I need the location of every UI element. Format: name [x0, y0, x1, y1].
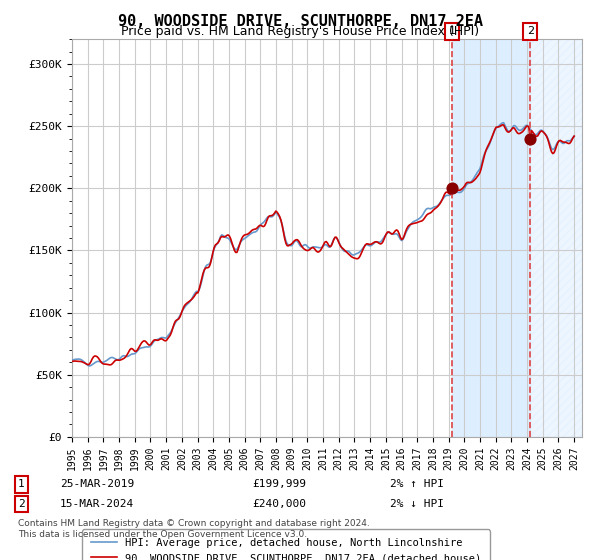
Text: 2% ↑ HPI: 2% ↑ HPI: [390, 479, 444, 489]
HPI: Average price, detached house, North Lincolnshire: (2e+03, 5.7e+04): Average price, detached house, North Lin…: [86, 362, 93, 369]
90, WOODSIDE DRIVE, SCUNTHORPE, DN17 2EA (detached house): [233, 249, 241, 256]
Text: 2: 2: [18, 499, 25, 509]
Bar: [452, 39, 530, 437]
HPI: Average price, detached house, North Lincolnshire: (2e+03, 6.68e+04): Average price, detached house, North Lin…: [130, 351, 137, 357]
Bar: [530, 39, 582, 437]
Text: 90, WOODSIDE DRIVE, SCUNTHORPE, DN17 2EA: 90, WOODSIDE DRIVE, SCUNTHORPE, DN17 2EA: [118, 14, 482, 29]
Legend: HPI: Average price, detached house, North Lincolnshire, 90, WOODSIDE DRIVE, SCUN: HPI: Average price, detached house, Nort…: [82, 530, 490, 560]
90, WOODSIDE DRIVE, SCUNTHORPE, DN17 2EA (detached house): [68, 358, 76, 365]
Point: [448, 184, 457, 193]
HPI: Average price, detached house, North Lincolnshire: (2.02e+03, 1.86e+05): Average price, detached house, North Lin…: [434, 202, 442, 208]
Text: Contains HM Land Registry data © Crown copyright and database right 2024.
This d: Contains HM Land Registry data © Crown c…: [18, 520, 370, 539]
HPI: Average price, detached house, North Lincolnshire: (2.02e+03, 2.53e+05): Average price, detached house, North Lin…: [500, 119, 507, 126]
HPI: Average price, detached house, North Lincolnshire: (2e+03, 6.18e+04): Average price, detached house, North Lin…: [68, 357, 76, 363]
90, WOODSIDE DRIVE, SCUNTHORPE, DN17 2EA (detached house): [499, 122, 506, 128]
HPI: Average price, detached house, North Lincolnshire: (2.01e+03, 1.51e+05): Average price, detached house, North Lin…: [233, 246, 241, 253]
90, WOODSIDE DRIVE, SCUNTHORPE, DN17 2EA (detached house): [434, 203, 442, 209]
Text: 1: 1: [449, 26, 456, 36]
Text: 2: 2: [527, 26, 534, 36]
Text: 2% ↓ HPI: 2% ↓ HPI: [390, 499, 444, 509]
Text: Price paid vs. HM Land Registry's House Price Index (HPI): Price paid vs. HM Land Registry's House …: [121, 25, 479, 38]
Point: [526, 134, 535, 143]
Line: 90, WOODSIDE DRIVE, SCUNTHORPE, DN17 2EA (detached house): 90, WOODSIDE DRIVE, SCUNTHORPE, DN17 2EA…: [72, 125, 574, 365]
90, WOODSIDE DRIVE, SCUNTHORPE, DN17 2EA (detached house): [386, 228, 393, 235]
HPI: Average price, detached house, North Lincolnshire: (2.02e+03, 1.65e+05): Average price, detached house, North Lin…: [386, 229, 393, 236]
Text: 25-MAR-2019: 25-MAR-2019: [60, 479, 134, 489]
90, WOODSIDE DRIVE, SCUNTHORPE, DN17 2EA (detached house): [106, 362, 113, 368]
Text: 1: 1: [18, 479, 25, 489]
90, WOODSIDE DRIVE, SCUNTHORPE, DN17 2EA (detached house): [269, 212, 276, 219]
90, WOODSIDE DRIVE, SCUNTHORPE, DN17 2EA (detached house): [130, 347, 137, 353]
Text: 15-MAR-2024: 15-MAR-2024: [60, 499, 134, 509]
90, WOODSIDE DRIVE, SCUNTHORPE, DN17 2EA (detached house): [571, 133, 578, 139]
HPI: Average price, detached house, North Lincolnshire: (2.03e+03, 2.42e+05): Average price, detached house, North Lin…: [571, 133, 578, 139]
Text: £240,000: £240,000: [252, 499, 306, 509]
HPI: Average price, detached house, North Lincolnshire: (2.02e+03, 1.85e+05): Average price, detached house, North Lin…: [432, 203, 439, 210]
HPI: Average price, detached house, North Lincolnshire: (2.01e+03, 1.77e+05): Average price, detached house, North Lin…: [269, 213, 276, 220]
90, WOODSIDE DRIVE, SCUNTHORPE, DN17 2EA (detached house): [432, 205, 439, 212]
Text: £199,999: £199,999: [252, 479, 306, 489]
Line: HPI: Average price, detached house, North Lincolnshire: HPI: Average price, detached house, Nort…: [72, 123, 574, 366]
